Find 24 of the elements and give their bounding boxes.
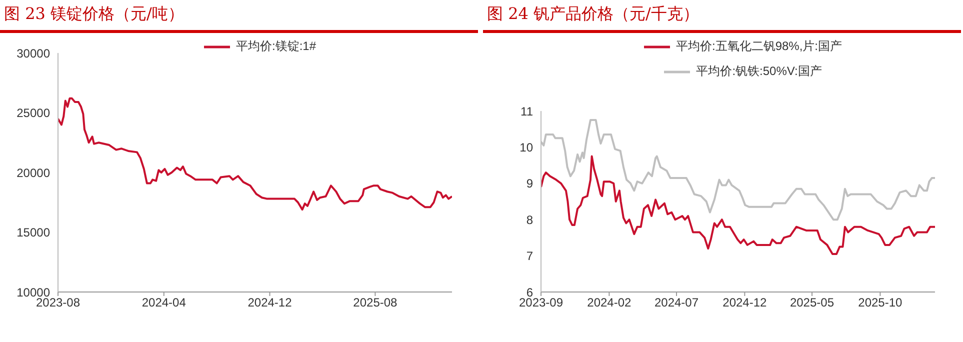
x-tick-label: 2024-12 — [722, 296, 768, 310]
legend-label: 平均价:五氧化二钒98%,片:国产 — [676, 38, 842, 55]
y-tick-label: 30000 — [16, 46, 50, 60]
y-tick-label: 7 — [526, 249, 534, 264]
y-tick-label: 9 — [526, 176, 534, 191]
legend-label: 平均价:钒铁:50%V:国产 — [696, 63, 822, 80]
y-tick-label: 10 — [520, 140, 534, 154]
chart-title: 图 23 镁锭价格（元/吨） — [3, 3, 185, 25]
chart-title: 图 24 钒产品价格（元/千克） — [486, 3, 700, 25]
line-series — [58, 97, 452, 211]
x-tick-label: 2025-05 — [790, 296, 834, 310]
x-tick-label: 2024-12 — [248, 296, 292, 310]
line-series — [541, 155, 935, 255]
legend-label: 平均价:镁锭:1# — [236, 38, 316, 55]
x-tick-label: 2024-02 — [587, 296, 632, 310]
x-tick-label: 2025-08 — [353, 296, 398, 310]
x-tick-label: 2024-04 — [142, 296, 186, 310]
y-tick-label: 25000 — [16, 106, 50, 120]
y-tick-label: 15000 — [16, 226, 50, 240]
x-tick-label: 2025-10 — [858, 296, 903, 310]
x-tick-label: 2024-07 — [654, 296, 699, 310]
y-tick-label: 20000 — [16, 166, 50, 180]
y-tick-label: 11 — [520, 104, 534, 118]
y-tick-label: 8 — [526, 212, 534, 227]
